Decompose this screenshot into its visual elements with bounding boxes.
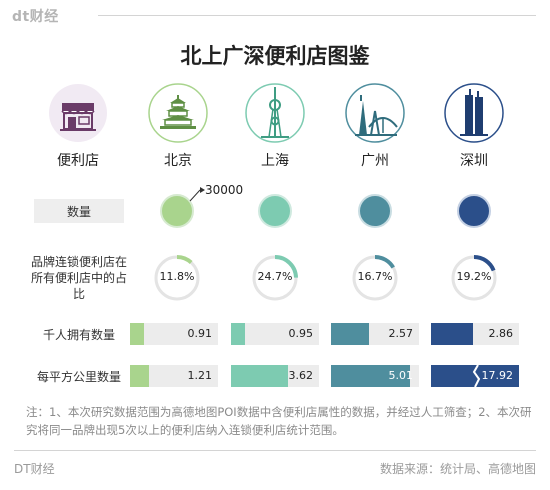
store-icon [48,83,108,143]
row-label-per-sqkm: 每平方公里数量 [36,370,121,384]
column-label-beijing: 北京 [164,153,192,169]
per-thousand-value-guangzhou: 2.57 [388,327,414,340]
per-thousand-value-beijing: 0.91 [187,327,213,340]
per-thousand-bar-shanghai [231,323,245,345]
footnote: 注：1、本次研究数据范围为高德地图POI数据中含便利店属性的数据，并经过人工筛查… [26,405,532,437]
per-thousand-track-shanghai [231,323,319,345]
per-thousand-value-shanghai: 0.95 [288,327,314,340]
per-thousand-track-guangzhou [331,323,419,345]
count-marker-arrow [200,187,205,193]
per-thousand-bar-guangzhou [331,323,369,345]
skyscraper-icon [444,83,504,143]
per-sqkm-bar-beijing [130,365,149,387]
per-sqkm-value-guangzhou: 5.01 [388,369,414,382]
per-sqkm-value-shenzhen: 17.92 [481,369,514,382]
chain-share-donuts [154,255,497,301]
count-circle-shanghai [258,194,292,228]
per-thousand-track-shenzhen [431,323,519,345]
count-circles [160,187,491,228]
column-label-store: 便利店 [57,153,99,169]
count-circle-guangzhou [358,194,392,228]
column-label-shanghai: 上海 [261,153,289,169]
column-label-guangzhou: 广州 [361,153,389,169]
temple-of-heaven-icon [148,83,208,143]
footer-brand: DT财经 [14,462,55,476]
per-sqkm-track-beijing [130,365,218,387]
axis-break-line [472,365,481,387]
share-value-guangzhou: 16.7% [357,270,393,283]
per-sqkm-bar-shanghai [231,365,288,387]
oriental-pearl-tower-icon [245,83,305,143]
count-circle-shenzhen [457,194,491,228]
per-sqkm-track-shenzhen [431,365,519,387]
column-label-shenzhen: 深圳 [460,153,488,169]
header-divider [98,15,536,16]
per-sqkm-track-guangzhou [331,365,419,387]
footer-source: 数据来源：统计局、高德地图 [379,462,536,476]
per-sqkm-track-shanghai [231,365,319,387]
per-sqkm-value-beijing: 1.21 [187,369,213,382]
share-value-shanghai: 24.7% [257,270,293,283]
count-marker-leader [189,189,201,202]
per-thousand-bar-beijing [130,323,144,345]
canton-tower-icon [345,83,405,143]
footer-divider [14,450,536,451]
per-thousand-value-shenzhen: 2.86 [488,327,514,340]
row-label-chain-share: 品牌连锁便利店在所有便利店中的占比 [30,255,127,301]
row-label-per-thousand: 千人拥有数量 [42,328,115,342]
axis-break-marker [472,365,481,387]
count-circle-beijing [160,194,194,228]
share-arc-shanghai [274,255,298,278]
count-reference-label: 30000 [205,183,244,197]
chart-title: 北上广深便利店图鉴 [180,44,370,68]
per-thousand-bar-shenzhen [431,323,473,345]
brand-logo: dt财经 [12,9,59,25]
per-sqkm-bar-guangzhou [331,365,410,387]
share-value-shenzhen: 19.2% [456,270,492,283]
per-sqkm-bar-shenzhen [431,365,519,387]
share-arc-guangzhou [374,255,395,269]
row-label-count: 数量 [34,199,124,223]
share-arc-beijing [176,255,193,265]
share-arc-shenzhen [473,255,496,272]
share-value-beijing: 11.8% [159,270,195,283]
per-sqkm-value-shanghai: 3.62 [288,369,314,382]
per-thousand-track-beijing [130,323,218,345]
